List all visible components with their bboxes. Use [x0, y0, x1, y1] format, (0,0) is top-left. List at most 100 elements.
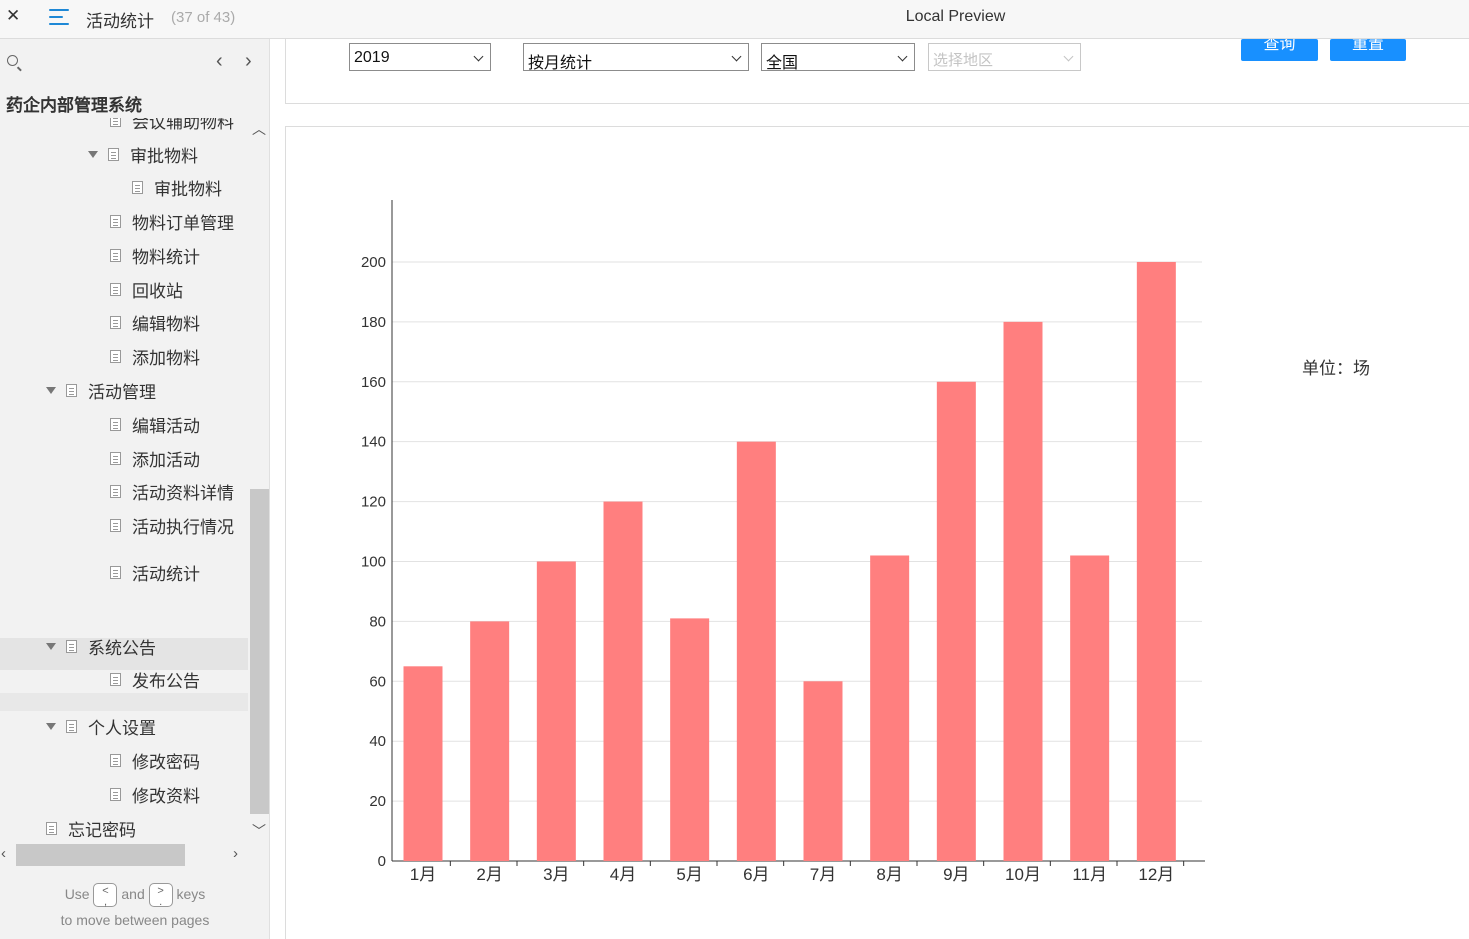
bar: [1136, 261, 1176, 861]
page-icon: [46, 821, 57, 835]
tree-item[interactable]: 物料订单管理: [110, 207, 234, 235]
scope-select[interactable]: 全国: [761, 43, 915, 72]
query-button-label: 查询: [1263, 39, 1296, 53]
bar: [736, 441, 776, 861]
tree-item[interactable]: 回收站: [110, 275, 183, 303]
scroll-right-icon[interactable]: ›: [233, 845, 238, 862]
tree-item[interactable]: 活动执行情况: [110, 511, 234, 539]
chevron-down-icon: [1063, 51, 1074, 62]
tree-item-label: 回收站: [132, 281, 183, 301]
scroll-left-icon[interactable]: ‹: [1, 845, 6, 862]
tree-item[interactable]: 系统公告: [46, 632, 156, 660]
x-tick-label: 4月: [610, 865, 636, 884]
page-icon: [110, 484, 121, 498]
page-icon: [110, 248, 121, 262]
page-icon: [108, 147, 119, 161]
region-select-placeholder: 选择地区: [933, 52, 994, 69]
sidebar: ‹ › 药企内部管理系统 会议辅助物料 审批物料 审批物料 物料订单管理 物料统计 回收站…: [0, 39, 270, 939]
y-tick-label: 180: [361, 314, 386, 331]
y-tick-label: 140: [361, 434, 386, 451]
expand-triangle-icon[interactable]: [46, 722, 56, 730]
tree-item-label: 活动管理: [88, 382, 156, 402]
tree-item[interactable]: 物料统计: [110, 241, 200, 269]
page-icon: [110, 753, 121, 767]
scroll-up-icon[interactable]: ︿: [252, 121, 266, 137]
prev-key-icon: <,: [93, 883, 118, 908]
tree-item[interactable]: 发布公告: [110, 665, 200, 693]
tree-item[interactable]: 编辑物料: [110, 308, 200, 336]
search-icon[interactable]: [7, 55, 18, 66]
page-icon: [110, 315, 121, 329]
horizontal-scrollbar[interactable]: ‹ ›: [0, 842, 248, 866]
tree-item-label: 忘记密码: [68, 820, 136, 840]
prev-page-icon[interactable]: ‹: [216, 50, 223, 72]
tree-item[interactable]: 审批物料: [132, 173, 222, 201]
tree-item-label: 添加物料: [132, 348, 200, 368]
mode-select[interactable]: 按月统计: [523, 43, 749, 72]
bar: [403, 666, 443, 861]
page-icon: [110, 118, 121, 127]
vertical-scroll-thumb[interactable]: [250, 489, 269, 814]
tree-item-label: 活动执行情况: [132, 517, 234, 537]
expand-triangle-icon[interactable]: [46, 642, 56, 650]
drag-ghost-row: [0, 693, 248, 711]
tree-item-label: 活动统计: [132, 564, 200, 584]
y-tick-label: 60: [369, 673, 386, 690]
tree-item[interactable]: 个人设置: [46, 712, 156, 740]
search-row: ‹ ›: [0, 39, 269, 85]
project-title: 药企内部管理系统: [6, 96, 142, 115]
hint-keys-text: keys: [176, 886, 206, 902]
page-icon: [110, 787, 121, 801]
bar: [803, 681, 843, 861]
current-page-name: 活动统计: [86, 12, 154, 31]
reset-button[interactable]: 重置: [1330, 39, 1406, 61]
page-icon: [110, 565, 121, 579]
tree-item[interactable]: 修改资料: [110, 780, 200, 808]
keyboard-hint: Use <, and >. keys to move between pages: [0, 881, 269, 933]
expand-triangle-icon[interactable]: [88, 150, 98, 158]
tree-item-label: 添加活动: [132, 450, 200, 470]
menu-icon[interactable]: [49, 8, 69, 26]
scope-select-value: 全国: [766, 55, 799, 72]
tree-item-label: 系统公告: [88, 638, 156, 658]
tree-item[interactable]: 会议辅助物料: [110, 118, 234, 134]
tree-item[interactable]: 忘记密码: [46, 814, 136, 842]
tree-item-label: 活动资料详情: [132, 483, 234, 503]
bar: [470, 621, 510, 861]
bar: [603, 501, 643, 861]
tree-item-label: 修改密码: [132, 752, 200, 772]
chevron-down-icon: [473, 51, 484, 62]
tree-item[interactable]: 添加物料: [110, 342, 200, 370]
expand-triangle-icon[interactable]: [46, 386, 56, 394]
bar-chart: 0 20 40 60 80 100 120 140 160 180 200 1月 2月 3月 4月 5月 6月 7…: [361, 200, 1205, 884]
tree-item[interactable]: 活动统计: [110, 558, 200, 586]
tree-item-label: 发布公告: [132, 671, 200, 691]
unit-label: 单位：场: [1302, 359, 1370, 378]
close-icon[interactable]: ✕: [6, 6, 21, 25]
y-tick-label: 120: [361, 494, 386, 511]
tree-item[interactable]: 编辑活动: [110, 410, 200, 438]
bar: [936, 381, 976, 861]
bar: [1003, 321, 1043, 861]
tree-item[interactable]: 添加活动: [110, 444, 200, 472]
y-tick-label: 20: [369, 793, 386, 810]
tree-item[interactable]: 活动资料详情: [110, 477, 234, 505]
selected-row-highlight: [0, 638, 248, 670]
next-page-icon[interactable]: ›: [245, 50, 252, 72]
tree-item-label: 审批物料: [154, 179, 222, 199]
page-tree: 会议辅助物料 审批物料 审批物料 物料订单管理 物料统计 回收站 编辑物料 添加物料 活动管理编…: [0, 118, 248, 844]
tree-item[interactable]: 修改密码: [110, 746, 200, 774]
tree-item[interactable]: 审批物料: [88, 140, 198, 168]
tree-item-label: 个人设置: [88, 718, 156, 738]
scroll-down-icon[interactable]: ﹀: [252, 823, 266, 839]
y-tick-label: 0: [378, 853, 386, 870]
y-tick-label: 100: [361, 553, 386, 570]
next-key-icon: >.: [148, 883, 173, 908]
horizontal-scroll-thumb[interactable]: [16, 844, 185, 866]
title-bar: ✕ 活动统计 (37 of 43) Local Preview: [0, 0, 1469, 39]
region-select[interactable]: 选择地区: [928, 43, 1081, 71]
query-button[interactable]: 查询: [1241, 39, 1318, 61]
year-select[interactable]: 2019: [349, 43, 491, 71]
page-icon: [110, 417, 121, 431]
tree-item[interactable]: 活动管理: [46, 376, 156, 404]
